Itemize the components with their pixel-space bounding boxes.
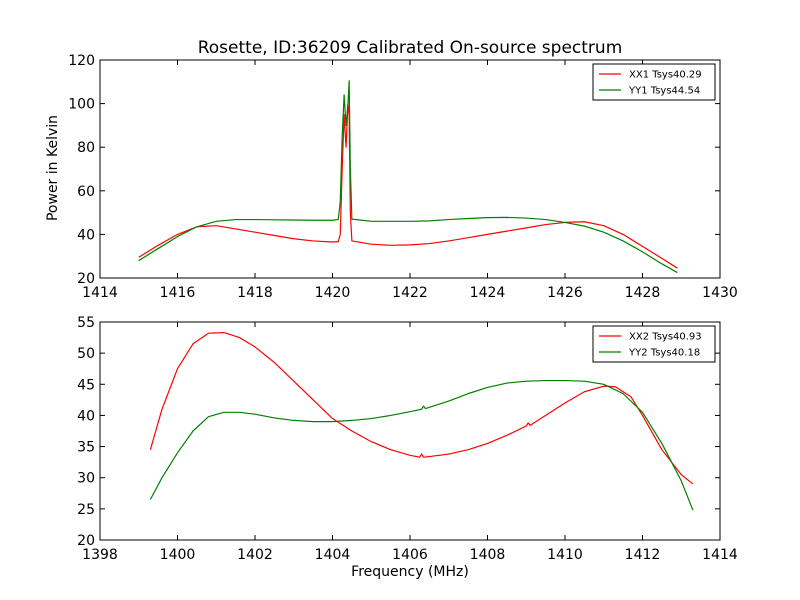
y-tick-label: 100 — [68, 97, 95, 113]
x-tick-label: 1428 — [625, 285, 661, 301]
x-tick-label: 1420 — [315, 285, 351, 301]
x-axis-label: Frequency (MHz) — [351, 564, 469, 580]
y-tick-label: 20 — [77, 271, 95, 287]
x-tick-label: 1414 — [82, 285, 118, 301]
x-tick-label: 1424 — [470, 285, 506, 301]
y-tick-label: 40 — [77, 408, 95, 424]
y-tick-label: 80 — [77, 140, 95, 156]
x-tick-label: 1416 — [160, 285, 196, 301]
y-tick-label: 40 — [77, 227, 95, 243]
y-tick-label: 50 — [77, 346, 95, 362]
series-line-yy — [149, 379, 694, 511]
x-tick-label: 1414 — [702, 547, 738, 563]
y-tick-label: 45 — [77, 377, 95, 393]
y-tick-label: 25 — [77, 502, 95, 518]
x-tick-label: 1418 — [237, 285, 273, 301]
y-tick-label: 55 — [77, 315, 95, 331]
plot-area-bottom — [149, 331, 694, 511]
x-tick-label: 1408 — [470, 547, 506, 563]
y-tick-label: 60 — [77, 184, 95, 200]
y-tick-label: 20 — [77, 533, 95, 549]
x-tick-label: 1426 — [547, 285, 583, 301]
x-tick-label: 1402 — [237, 547, 273, 563]
legend-box — [592, 63, 716, 101]
x-tick-label: 1422 — [392, 285, 428, 301]
ticks-bottom: 1398 1400 1402 1404 1406 1408 1410 1412 1414 20 25… — [77, 315, 738, 563]
legend-bottom: XX2 Tsys40.93 YY2 Tsys40.18 — [592, 325, 716, 363]
legend-label: YY1 Tsys44.54 — [628, 86, 700, 97]
legend-box — [592, 325, 716, 363]
x-tick-label: 1406 — [392, 547, 428, 563]
ticks-top: 1414 1416 1418 1420 1422 1424 1426 1428 1430 20 40… — [68, 53, 738, 301]
plot-area-top — [138, 80, 678, 274]
chart-bottom: 1398 1400 1402 1404 1406 1408 1410 1412 1414 20 25… — [77, 315, 738, 580]
legend-label: XX1 Tsys40.29 — [629, 70, 702, 81]
legend-label: YY2 Tsys40.18 — [628, 348, 700, 359]
x-tick-label: 1398 — [82, 547, 118, 563]
y-axis-label: Power in Kelvin — [45, 115, 61, 221]
legend-top: XX1 Tsys40.29 YY1 Tsys44.54 — [592, 63, 716, 101]
x-tick-label: 1410 — [547, 547, 583, 563]
legend-label: XX2 Tsys40.93 — [629, 332, 702, 343]
series-line-yy — [138, 80, 678, 274]
x-tick-label: 1412 — [625, 547, 661, 563]
y-tick-label: 120 — [68, 53, 95, 69]
y-tick-label: 30 — [77, 471, 95, 487]
x-tick-label: 1404 — [315, 547, 351, 563]
chart-title: Rosette, ID:36209 Calibrated On-source s… — [198, 38, 623, 58]
x-tick-label: 1430 — [702, 285, 738, 301]
chart-top: Rosette, ID:36209 Calibrated On-source s… — [45, 38, 738, 301]
series-line-xx — [149, 331, 694, 485]
x-tick-label: 1400 — [160, 547, 196, 563]
y-tick-label: 35 — [77, 440, 95, 456]
